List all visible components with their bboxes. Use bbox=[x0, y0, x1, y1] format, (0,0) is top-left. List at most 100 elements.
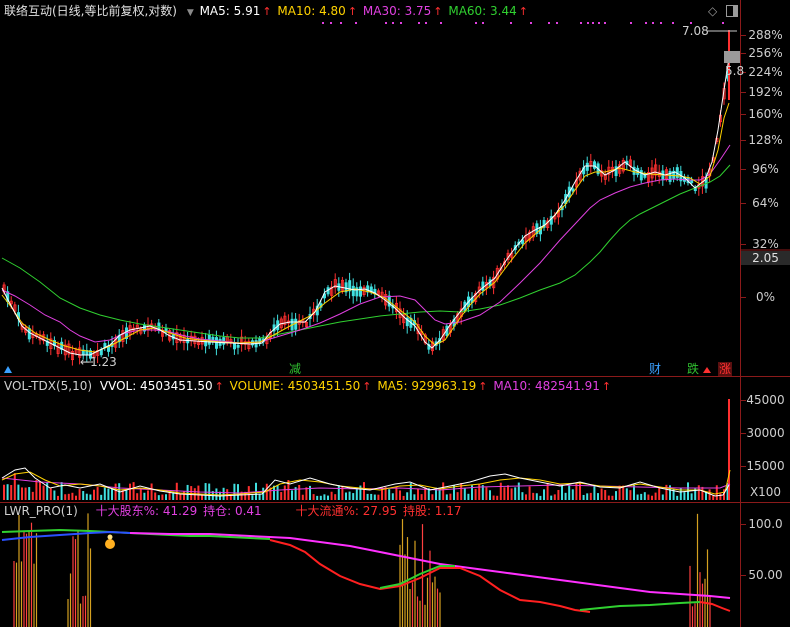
panel-toggle-icon[interactable] bbox=[726, 5, 738, 17]
volume-bar bbox=[543, 489, 545, 500]
candle-body bbox=[355, 287, 359, 297]
axis-tick-label: 100.0 bbox=[748, 517, 783, 531]
up-arrow-icon: ↑ bbox=[362, 380, 372, 393]
volume-bar bbox=[661, 494, 664, 500]
volume-bar bbox=[676, 495, 679, 500]
volume-bar bbox=[611, 495, 614, 500]
volume-bar bbox=[75, 495, 77, 500]
ma30-label: MA30: 3.75 bbox=[362, 4, 432, 18]
main-header: 联络互动(日线,等比前复权,对数) ▼ MA5: 5.91 ↑ MA10: 4.8… bbox=[4, 4, 530, 20]
volume-bar bbox=[129, 483, 131, 500]
axis-tick-label: 128% bbox=[748, 133, 783, 147]
volume-bar bbox=[705, 491, 707, 500]
volume-bar bbox=[100, 494, 103, 500]
volume-bar bbox=[460, 482, 463, 500]
high-price-label: 7.08 bbox=[682, 24, 709, 38]
up-arrow-icon: ↑ bbox=[433, 5, 443, 18]
volume-bar bbox=[521, 492, 524, 500]
candle-body bbox=[240, 336, 244, 345]
volume-bar bbox=[453, 485, 455, 500]
volume-bar bbox=[78, 489, 81, 500]
volume-bar bbox=[625, 488, 628, 500]
volume-bar bbox=[658, 487, 661, 500]
volume-bar bbox=[593, 486, 596, 500]
ma5-label: MA5: 5.91 bbox=[199, 4, 261, 18]
volume-bar bbox=[121, 489, 124, 500]
volume-bar bbox=[539, 495, 542, 500]
volume-bar bbox=[715, 485, 718, 500]
up-arrow-icon: ↑ bbox=[601, 380, 612, 393]
diamond-icon[interactable]: ◇ bbox=[708, 4, 718, 18]
volume-bar bbox=[6, 484, 9, 500]
axis-tick-label: 288% bbox=[748, 28, 783, 42]
axis-tick-label: 160% bbox=[748, 107, 783, 121]
volume-bar bbox=[258, 493, 261, 500]
candle-body bbox=[571, 188, 575, 192]
ma10-label: MA10: 4.80 bbox=[277, 4, 346, 18]
volume-bar bbox=[330, 491, 333, 500]
volume-bar bbox=[697, 485, 700, 500]
volume-bar bbox=[21, 487, 23, 500]
volume-bar bbox=[96, 487, 99, 500]
lwr-green-line-2 bbox=[379, 565, 455, 589]
volume-bar bbox=[60, 482, 63, 500]
volume-bar bbox=[467, 493, 470, 500]
candle-body bbox=[632, 166, 636, 175]
volume-bar bbox=[370, 493, 373, 500]
badge-reduce[interactable]: 减 bbox=[289, 362, 302, 376]
candle-body bbox=[214, 337, 218, 349]
chart-title[interactable]: 联络互动(日线,等比前复权,对数) bbox=[4, 4, 177, 18]
volume-bar bbox=[643, 492, 646, 500]
volume-bar bbox=[683, 492, 686, 500]
candle-body bbox=[546, 220, 550, 228]
volume-bar bbox=[111, 489, 113, 500]
candle-body bbox=[376, 290, 380, 295]
lwr-indicator-name[interactable]: LWR_PRO(1) bbox=[4, 504, 78, 518]
volume-bar bbox=[712, 495, 715, 500]
candle-body bbox=[78, 347, 82, 358]
event-markers bbox=[322, 22, 724, 24]
volume-bar bbox=[629, 490, 632, 500]
lwr-green-line-3 bbox=[579, 601, 701, 611]
volume-bar bbox=[186, 484, 189, 500]
vol-ma-white-line bbox=[1, 467, 730, 497]
vol-indicator-name[interactable]: VOL-TDX(5,10) bbox=[4, 379, 93, 393]
axis-tick-label: 224% bbox=[748, 65, 783, 79]
volume-bar bbox=[175, 482, 178, 500]
vol-ma10-line bbox=[1, 477, 731, 494]
badge-finance[interactable]: 财 bbox=[649, 362, 662, 376]
volume-bar bbox=[229, 494, 232, 500]
volume-label: VOLUME: 4503451.50 bbox=[229, 379, 361, 393]
event-dot-icon bbox=[105, 539, 115, 549]
volume-bar bbox=[607, 495, 610, 500]
badge-fall[interactable]: 跌 bbox=[687, 362, 700, 376]
candle-body bbox=[351, 285, 355, 297]
candle-body bbox=[74, 349, 78, 354]
top10-float-label: 十大流通%: 27.95 bbox=[295, 504, 398, 518]
volume-bar bbox=[57, 495, 59, 500]
volume-bar bbox=[28, 487, 31, 500]
volume-bar bbox=[222, 487, 225, 500]
volume-bar bbox=[431, 494, 434, 500]
badge-rise[interactable]: 涨 bbox=[718, 362, 733, 376]
volume-bars bbox=[3, 399, 730, 500]
volume-bar bbox=[237, 484, 239, 500]
axis-unit-label: X100 bbox=[749, 485, 782, 499]
volume-bar bbox=[377, 494, 380, 500]
candle-body bbox=[182, 334, 186, 343]
volume-bar bbox=[125, 490, 128, 500]
volume-bar bbox=[150, 483, 153, 500]
volume-bar bbox=[525, 494, 527, 500]
volume-bar bbox=[384, 487, 387, 500]
volume-bar bbox=[168, 492, 171, 500]
volume-bar bbox=[553, 494, 556, 500]
volume-bar bbox=[679, 487, 682, 500]
axis-tick-label: 15000 bbox=[746, 459, 785, 473]
volume-bar bbox=[17, 484, 20, 500]
volume-bar bbox=[427, 488, 430, 500]
dropdown-triangle-icon[interactable]: ▼ bbox=[186, 8, 194, 18]
volume-bar bbox=[481, 485, 484, 500]
volume-bar bbox=[359, 485, 362, 500]
volume-bar bbox=[103, 487, 106, 500]
